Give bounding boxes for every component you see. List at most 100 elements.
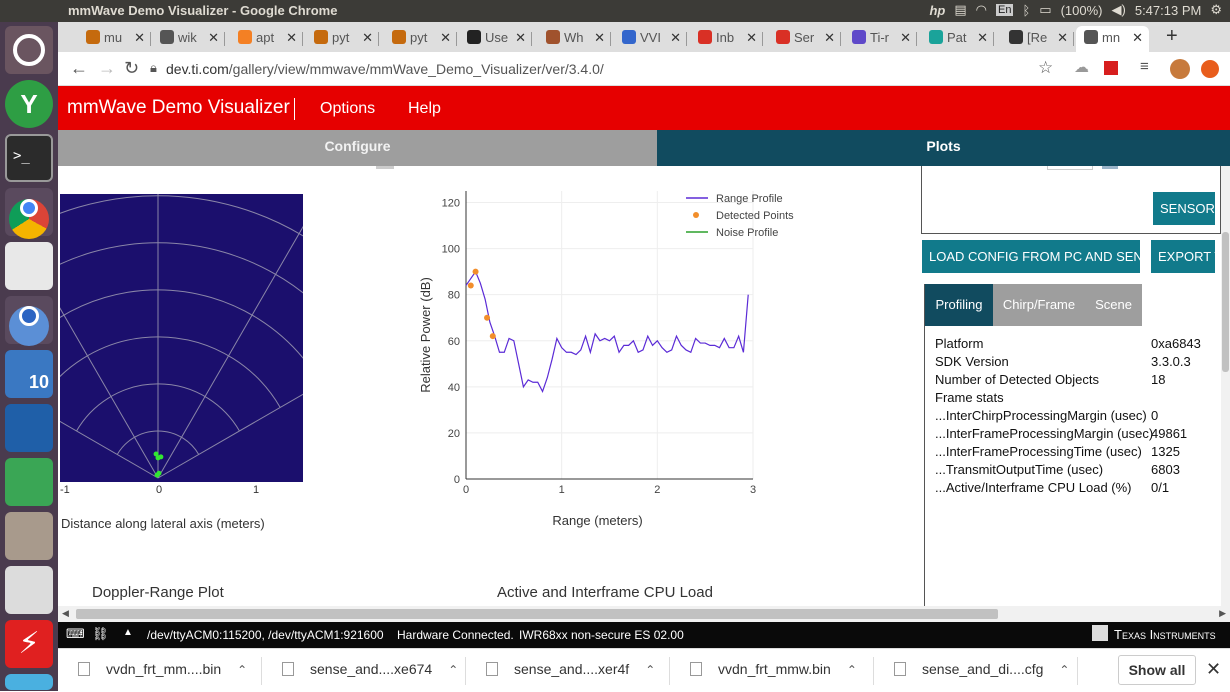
spreadsheet-icon[interactable] bbox=[5, 458, 53, 506]
tab-close-icon[interactable]: ✕ bbox=[134, 30, 145, 45]
chrome-icon[interactable] bbox=[5, 188, 53, 239]
tab-close-icon[interactable]: ✕ bbox=[824, 30, 835, 45]
chevron-up-icon[interactable]: ⌃ bbox=[237, 663, 248, 677]
bookmark-star-icon[interactable]: ☆ bbox=[1038, 58, 1054, 77]
browser-tab[interactable]: pyt ✕ bbox=[306, 26, 379, 52]
sensor-start-button[interactable]: SENSOR S bbox=[1153, 192, 1215, 225]
browser-tab[interactable]: Ti-r ✕ bbox=[844, 26, 917, 52]
tab-close-icon[interactable]: ✕ bbox=[746, 30, 757, 45]
battery-icon[interactable]: ▭ bbox=[1039, 2, 1052, 17]
tab-profiling[interactable]: Profiling bbox=[925, 284, 993, 326]
browser-tab[interactable]: pyt ✕ bbox=[384, 26, 457, 52]
close-downloads-icon[interactable]: ✕ bbox=[1206, 659, 1222, 679]
virtualbox-icon[interactable] bbox=[5, 404, 53, 452]
scroll-right-arrow[interactable]: ▶ bbox=[1219, 608, 1226, 618]
windows-10-icon[interactable]: 10 bbox=[5, 350, 53, 398]
download-item[interactable]: vvdn_frt_mmw.bin ⌃ bbox=[670, 649, 874, 692]
x-tick-label: 2 bbox=[654, 484, 660, 496]
settings-input[interactable] bbox=[1047, 166, 1093, 170]
terminal-icon[interactable]: >_ bbox=[5, 134, 53, 182]
tab-plots[interactable]: Plots bbox=[657, 130, 1230, 166]
workspaces-icon[interactable] bbox=[5, 674, 53, 690]
chevron-up-icon[interactable]: ⌃ bbox=[645, 663, 656, 677]
link-icon[interactable]: ⛓ bbox=[92, 626, 109, 641]
tab-close-icon[interactable]: ✕ bbox=[515, 30, 526, 45]
browser-tab[interactable]: mn ✕ bbox=[1076, 26, 1149, 52]
tab-configure[interactable]: Configure bbox=[58, 130, 657, 166]
yakyak-icon[interactable]: Y bbox=[5, 80, 53, 128]
range-profile-chart[interactable]: 0 20 40 60 80 100 120 0 1 2 3 Range (meters) Relativ… bbox=[406, 186, 876, 566]
extension-cloud-icon[interactable]: ☁ bbox=[1074, 59, 1089, 76]
browser-tab[interactable]: mu ✕ bbox=[78, 26, 151, 52]
browser-tab[interactable]: Use ✕ bbox=[459, 26, 532, 52]
bluetooth-icon[interactable]: ᛒ bbox=[1022, 2, 1031, 18]
tab-scene[interactable]: Scene bbox=[1085, 284, 1142, 326]
chevron-up-icon[interactable]: ⌃ bbox=[448, 663, 459, 677]
printer-icon[interactable]: ▤ bbox=[954, 2, 967, 17]
volume-icon[interactable]: ◀) bbox=[1111, 2, 1126, 17]
export-button[interactable]: EXPORT T bbox=[1151, 240, 1215, 273]
tab-close-icon[interactable]: ✕ bbox=[1132, 30, 1143, 45]
browser-tab[interactable]: VVI ✕ bbox=[614, 26, 687, 52]
reading-list-icon[interactable]: ≡ bbox=[1140, 58, 1149, 75]
tab-close-icon[interactable]: ✕ bbox=[977, 30, 988, 45]
browser-tab[interactable]: Wh ✕ bbox=[538, 26, 611, 52]
clock[interactable]: 5:47:13 PM bbox=[1134, 2, 1202, 18]
caret-up-icon[interactable]: ▲ bbox=[123, 627, 133, 638]
url-field[interactable]: dev.ti.com/gallery/view/mmwave/mmWave_De… bbox=[166, 61, 604, 77]
wifi-icon[interactable]: ◠ bbox=[975, 2, 988, 17]
profile-avatar[interactable] bbox=[1170, 59, 1190, 79]
forward-button[interactable]: → bbox=[98, 58, 116, 78]
tab-close-icon[interactable]: ✕ bbox=[594, 30, 605, 45]
tab-close-icon[interactable]: ✕ bbox=[362, 30, 373, 45]
tab-favicon-icon bbox=[698, 30, 712, 44]
chromium-icon[interactable] bbox=[5, 296, 53, 346]
load-config-button[interactable]: LOAD CONFIG FROM PC AND SEND bbox=[922, 240, 1140, 273]
download-item[interactable]: sense_and....xe674 ⌃ bbox=[262, 649, 466, 692]
scroll-thumb[interactable] bbox=[76, 609, 998, 619]
scatter-plot[interactable] bbox=[58, 166, 505, 482]
download-item[interactable]: vvdn_frt_mm....bin ⌃ bbox=[58, 649, 262, 692]
browser-tab[interactable]: Pat ✕ bbox=[921, 26, 994, 52]
flash-app-icon[interactable]: ⚡ bbox=[5, 620, 53, 668]
tab-close-icon[interactable]: ✕ bbox=[1057, 30, 1068, 45]
tab-close-icon[interactable]: ✕ bbox=[208, 30, 219, 45]
reload-button[interactable]: ↻ bbox=[124, 58, 140, 78]
text-editor-icon[interactable] bbox=[5, 242, 53, 290]
options-menu[interactable]: Options bbox=[320, 100, 376, 117]
new-tab-button[interactable]: + bbox=[1166, 25, 1178, 47]
cube-app-icon[interactable] bbox=[5, 566, 53, 614]
keyboard-layout[interactable]: En bbox=[996, 4, 1014, 16]
tab-favicon-icon bbox=[1009, 30, 1023, 44]
chevron-up-icon[interactable]: ⌃ bbox=[1059, 663, 1070, 677]
extension-red-icon[interactable] bbox=[1104, 61, 1118, 75]
browser-tab[interactable]: apt ✕ bbox=[230, 26, 303, 52]
file-manager-icon[interactable] bbox=[5, 512, 53, 560]
settings-toggle[interactable] bbox=[1102, 166, 1118, 169]
horizontal-scrollbar[interactable]: ◀ ▶ bbox=[58, 606, 1230, 622]
chevron-up-icon[interactable]: ⌃ bbox=[846, 663, 857, 677]
browser-tab[interactable]: wik ✕ bbox=[152, 26, 225, 52]
ubuntu-dash-icon[interactable] bbox=[5, 26, 53, 74]
scroll-left-arrow[interactable]: ◀ bbox=[62, 608, 69, 618]
browser-tab[interactable]: Inb ✕ bbox=[690, 26, 763, 52]
keyboard-icon[interactable]: ⌨ bbox=[66, 626, 85, 641]
tab-close-icon[interactable]: ✕ bbox=[286, 30, 297, 45]
settings-icon[interactable]: ⚙ bbox=[1210, 2, 1222, 17]
back-button[interactable]: ← bbox=[70, 58, 88, 78]
show-all-button[interactable]: Show all bbox=[1118, 655, 1196, 685]
browser-tab[interactable]: Ser ✕ bbox=[768, 26, 841, 52]
browser-tab[interactable]: [Re ✕ bbox=[1001, 26, 1074, 52]
tab-chirp-frame[interactable]: Chirp/Frame bbox=[993, 284, 1085, 326]
download-item[interactable]: sense_and....xer4f ⌃ bbox=[466, 649, 670, 692]
tab-close-icon[interactable]: ✕ bbox=[900, 30, 911, 45]
download-item[interactable]: sense_and_di....cfg ⌃ bbox=[874, 649, 1078, 692]
tab-close-icon[interactable]: ✕ bbox=[670, 30, 681, 45]
help-menu[interactable]: Help bbox=[408, 100, 441, 117]
file-icon bbox=[690, 662, 702, 676]
lock-icon[interactable]: 🔒︎ bbox=[150, 60, 157, 75]
vertical-scrollbar[interactable] bbox=[1221, 166, 1230, 606]
tab-close-icon[interactable]: ✕ bbox=[440, 30, 451, 45]
hp-icon[interactable]: hp bbox=[929, 2, 946, 18]
extension-orange-icon[interactable] bbox=[1201, 60, 1219, 78]
